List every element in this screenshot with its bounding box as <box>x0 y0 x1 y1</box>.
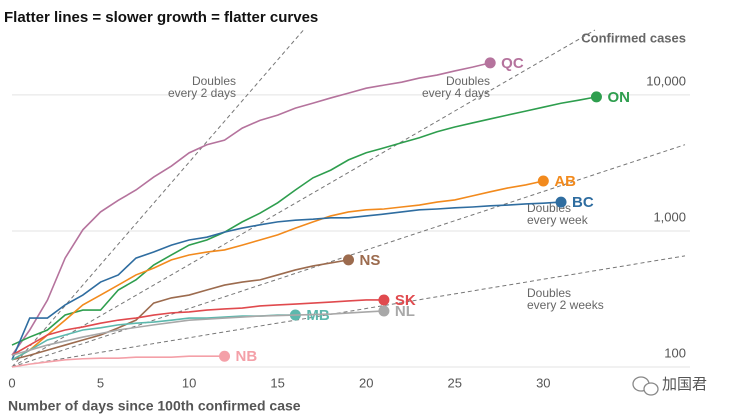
watermark: 加国君 <box>662 376 707 393</box>
reference-label: every 2 weeks <box>527 298 604 312</box>
chart-title: Flatter lines = slower growth = flatter … <box>4 9 318 26</box>
x-tick-label: 10 <box>182 375 196 390</box>
watermark-icon <box>632 376 659 396</box>
series-line <box>11 259 349 361</box>
y-axis-label: Confirmed cases <box>581 30 686 45</box>
x-tick-label: 25 <box>448 375 462 390</box>
reference-label: Doubles <box>192 74 236 88</box>
end-point <box>484 57 496 69</box>
series-label: AB <box>554 173 576 190</box>
series-line <box>11 201 562 361</box>
end-point <box>219 350 231 362</box>
x-axis-label: Number of days since 100th confirmed cas… <box>8 398 301 414</box>
x-tick-label: 30 <box>536 375 550 390</box>
series-label: ON <box>607 89 630 106</box>
x-tick-label: 20 <box>359 375 373 390</box>
series-label: NL <box>395 303 415 320</box>
reference-line <box>11 144 686 368</box>
reference-label: every week <box>527 213 589 227</box>
end-point <box>378 294 390 306</box>
reference-label: every 4 days <box>422 86 490 100</box>
x-tick-label: 15 <box>270 375 284 390</box>
y-tick-label: 10,000 <box>646 73 686 88</box>
series-label: QC <box>501 55 524 72</box>
series-label: NB <box>236 348 258 365</box>
y-tick-label: 1,000 <box>653 209 686 224</box>
series-label: MB <box>306 307 329 324</box>
reference-label: Doubles <box>446 74 490 88</box>
series-line <box>11 299 384 356</box>
series-line <box>11 62 491 356</box>
series-line <box>11 180 544 361</box>
series-label: BC <box>572 194 594 211</box>
reference-line <box>11 29 596 368</box>
series-line <box>11 355 225 368</box>
y-tick-label: 100 <box>664 345 686 360</box>
x-tick-label: 5 <box>97 375 104 390</box>
reference-label: Doubles <box>527 286 571 300</box>
series-label: SK <box>395 292 416 309</box>
end-point <box>378 305 390 317</box>
end-point <box>537 175 549 187</box>
series-line <box>11 310 384 357</box>
series-line <box>11 96 597 346</box>
reference-line <box>11 29 304 368</box>
reference-line <box>11 255 686 368</box>
end-point <box>590 91 602 103</box>
reference-label: every 2 days <box>168 86 236 100</box>
end-point <box>555 196 567 208</box>
end-point <box>343 254 354 266</box>
x-tick-label: 0 <box>8 375 15 390</box>
series-label: NS <box>360 252 381 269</box>
